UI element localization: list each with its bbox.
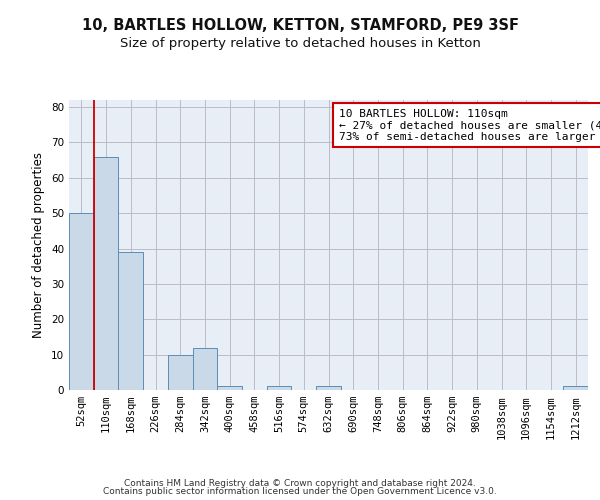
Text: Size of property relative to detached houses in Ketton: Size of property relative to detached ho…	[119, 38, 481, 51]
Text: 10 BARTLES HOLLOW: 110sqm
← 27% of detached houses are smaller (48)
73% of semi-: 10 BARTLES HOLLOW: 110sqm ← 27% of detac…	[339, 108, 600, 142]
Bar	[193, 348, 217, 390]
Bar	[69, 213, 94, 390]
Bar	[267, 386, 292, 390]
Bar	[563, 386, 588, 390]
Text: Contains public sector information licensed under the Open Government Licence v3: Contains public sector information licen…	[103, 487, 497, 496]
Bar	[316, 386, 341, 390]
Y-axis label: Number of detached properties: Number of detached properties	[32, 152, 46, 338]
Text: Contains HM Land Registry data © Crown copyright and database right 2024.: Contains HM Land Registry data © Crown c…	[124, 478, 476, 488]
Bar	[168, 354, 193, 390]
Bar	[217, 386, 242, 390]
Text: 10, BARTLES HOLLOW, KETTON, STAMFORD, PE9 3SF: 10, BARTLES HOLLOW, KETTON, STAMFORD, PE…	[82, 18, 518, 32]
Bar	[94, 156, 118, 390]
Bar	[118, 252, 143, 390]
